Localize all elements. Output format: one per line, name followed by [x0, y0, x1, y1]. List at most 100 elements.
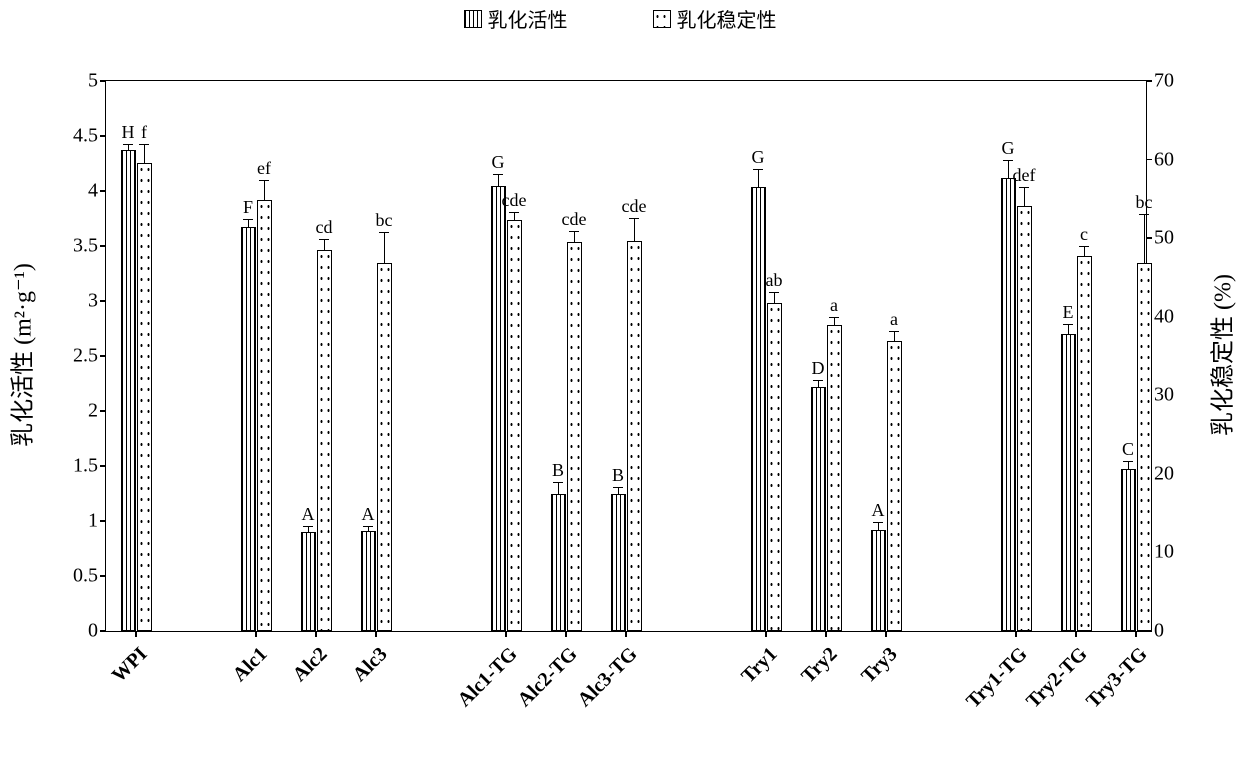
- error-cap: [509, 212, 519, 213]
- y-right-tick-label: 30: [1154, 384, 1174, 407]
- bar-series2: [1137, 263, 1152, 632]
- y-left-tick-label: 3.5: [73, 235, 98, 258]
- bar-stat-label: bc: [1136, 192, 1153, 213]
- bar-stat-label: A: [302, 504, 315, 525]
- bar-series1: [361, 531, 376, 631]
- y-right-tick-label: 10: [1154, 541, 1174, 564]
- y-right-tick-label: 60: [1154, 148, 1174, 171]
- y-left-tick-mark: [100, 465, 106, 467]
- bar-series1: [551, 494, 566, 632]
- bar-series1: [1001, 178, 1016, 631]
- bar-series1: [811, 387, 826, 631]
- bar-stat-label: B: [552, 460, 564, 481]
- y-right-tick-label: 20: [1154, 462, 1174, 485]
- bar-stat-label: f: [141, 122, 147, 143]
- error-bar: [774, 293, 775, 303]
- x-category-label: Try1-TG: [962, 643, 1032, 713]
- error-bar: [1008, 161, 1009, 178]
- error-cap: [243, 219, 253, 220]
- error-cap: [303, 526, 313, 527]
- error-cap: [1079, 246, 1089, 247]
- bar-stat-label: H: [122, 122, 135, 143]
- error-cap: [629, 218, 639, 219]
- x-tick-mark: [1075, 631, 1077, 637]
- error-bar: [264, 181, 265, 200]
- x-tick-mark: [375, 631, 377, 637]
- x-tick-mark: [135, 631, 137, 637]
- bar-stat-label: G: [1002, 138, 1015, 159]
- x-category-label: Try3: [857, 643, 902, 688]
- x-category-label: Try2-TG: [1022, 643, 1092, 713]
- error-bar: [1084, 247, 1085, 256]
- y-left-tick-label: 4: [88, 180, 98, 203]
- bar-series2: [887, 341, 902, 631]
- x-tick-mark: [505, 631, 507, 637]
- y-left-tick-mark: [100, 520, 106, 522]
- legend-item-series1: 乳化活性: [464, 4, 568, 33]
- y-left-tick-label: 1.5: [73, 455, 98, 478]
- x-category-label: Try3-TG: [1082, 643, 1152, 713]
- bar-series1: [301, 532, 316, 631]
- y-left-tick-label: 2.5: [73, 345, 98, 368]
- error-cap: [769, 292, 779, 293]
- bar-series1: [1061, 334, 1076, 631]
- error-bar: [248, 220, 249, 228]
- legend-swatch-lines: [464, 10, 482, 28]
- bar-series1: [1121, 469, 1136, 631]
- x-category-label: Try1: [737, 643, 782, 688]
- y-left-tick-label: 0: [88, 620, 98, 643]
- error-cap: [319, 239, 329, 240]
- bar-stat-label: G: [492, 152, 505, 173]
- bar-series2: [627, 241, 642, 632]
- bar-series2: [507, 220, 522, 631]
- error-bar: [758, 170, 759, 187]
- y-right-tick-label: 40: [1154, 305, 1174, 328]
- error-bar: [368, 527, 369, 531]
- plot-area: 00.511.522.533.544.55010203040506070HfWP…: [105, 80, 1147, 632]
- error-bar: [618, 488, 619, 494]
- error-cap: [1123, 461, 1133, 462]
- legend-swatch-dots: [653, 10, 671, 28]
- legend-label-series2: 乳化稳定性: [677, 4, 777, 33]
- error-bar: [1024, 188, 1025, 206]
- bar-stat-label: ef: [257, 158, 271, 179]
- error-bar: [1128, 462, 1129, 470]
- y-right-tick-label: 0: [1154, 620, 1164, 643]
- bar-stat-label: cde: [502, 190, 527, 211]
- x-tick-mark: [825, 631, 827, 637]
- chart-container: 乳化活性 乳化稳定性 00.511.522.533.544.5501020304…: [0, 0, 1240, 775]
- x-category-label: Alc3: [349, 643, 393, 687]
- legend-item-series2: 乳化稳定性: [653, 4, 777, 33]
- error-cap: [1019, 187, 1029, 188]
- error-cap: [493, 174, 503, 175]
- error-cap: [259, 180, 269, 181]
- y-left-tick-label: 5: [88, 70, 98, 93]
- bar-stat-label: E: [1063, 302, 1074, 323]
- y-left-tick-label: 0.5: [73, 565, 98, 588]
- y-right-tick-label: 50: [1154, 227, 1174, 250]
- bar-series1: [871, 530, 886, 631]
- x-category-label: Alc2-TG: [513, 643, 582, 712]
- y-left-tick-mark: [100, 410, 106, 412]
- bar-stat-label: ab: [766, 270, 783, 291]
- error-cap: [569, 231, 579, 232]
- bar-series2: [567, 242, 582, 631]
- x-tick-mark: [625, 631, 627, 637]
- bar-stat-label: cde: [622, 196, 647, 217]
- bar-stat-label: a: [830, 295, 838, 316]
- error-cap: [139, 144, 149, 145]
- bar-series1: [611, 494, 626, 632]
- y-left-tick-label: 1: [88, 510, 98, 533]
- y-left-tick-mark: [100, 80, 106, 82]
- bar-series2: [767, 303, 782, 631]
- error-cap: [1003, 160, 1013, 161]
- error-bar: [1068, 325, 1069, 334]
- x-category-label: WPI: [108, 643, 153, 688]
- y-left-tick-mark: [100, 245, 106, 247]
- error-cap: [1139, 214, 1149, 215]
- bar-stat-label: G: [752, 147, 765, 168]
- error-cap: [813, 380, 823, 381]
- y-left-tick-mark: [100, 575, 106, 577]
- bar-series1: [241, 227, 256, 631]
- error-bar: [324, 240, 325, 250]
